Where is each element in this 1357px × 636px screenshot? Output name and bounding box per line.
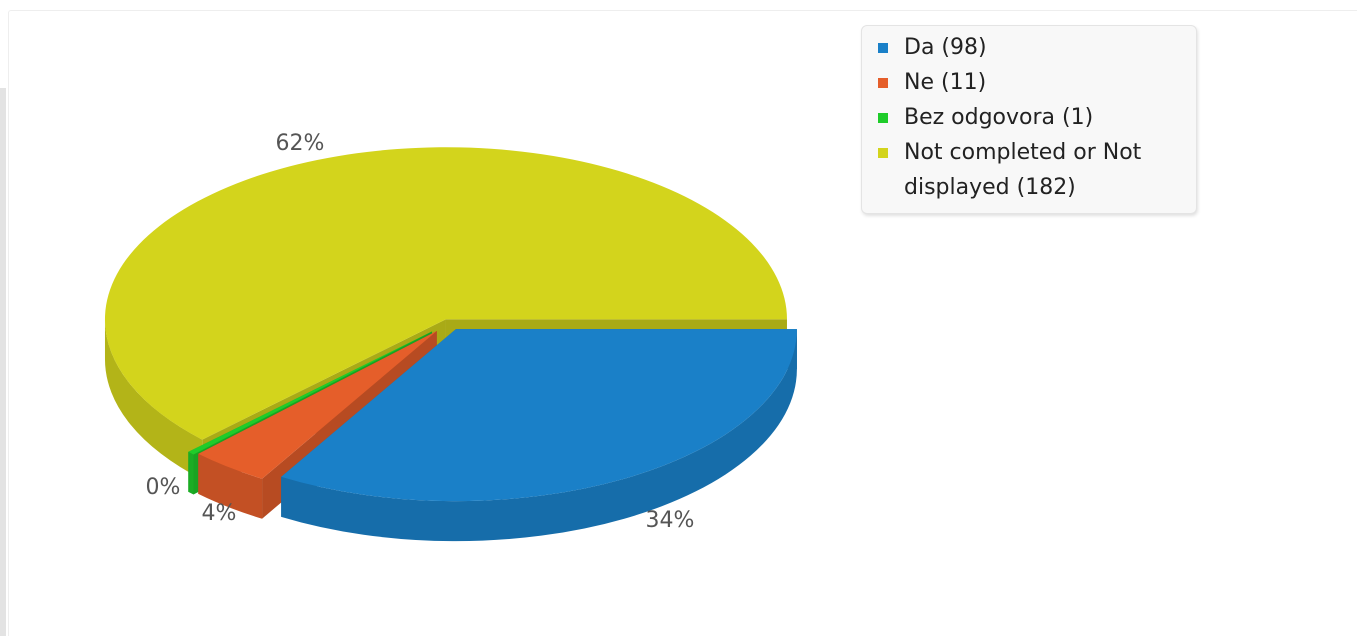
legend-label-da: Da (98) — [904, 35, 987, 60]
pie-slice-side-bez-odgovora — [188, 451, 194, 495]
pie-percent-labels: 34% 4% 0% 62% — [146, 131, 695, 533]
pie-slice-side-ne — [198, 453, 263, 519]
pct-label-da: 34% — [646, 508, 695, 533]
pct-label-not-completed: 62% — [276, 131, 325, 156]
left-border-strip — [0, 88, 6, 636]
legend-item-ne[interactable]: Ne (11) — [876, 65, 1194, 100]
pct-label-ne: 4% — [202, 501, 237, 526]
legend-swatch-not-completed — [878, 148, 888, 158]
pie-slice-side-not-completed — [104, 319, 203, 480]
legend-label-not-completed: Not completed or Not displayed (182) — [904, 140, 1142, 200]
pie-slice-top-not-completed — [104, 147, 787, 440]
legend-item-bez-odgovora[interactable]: Bez odgovora (1) — [876, 100, 1194, 135]
legend-swatch-da — [878, 43, 888, 53]
legend-label-bez-odgovora: Bez odgovora (1) — [904, 105, 1094, 130]
pie-slice-da[interactable] — [281, 329, 797, 542]
legend-swatch-bez-odgovora — [878, 113, 888, 123]
legend-swatch-ne — [878, 78, 888, 88]
chart-legend: Da (98) Ne (11) Bez odgovora (1) Not com… — [861, 25, 1197, 214]
legend-item-da[interactable]: Da (98) — [876, 30, 1194, 65]
legend-item-not-completed[interactable]: Not completed or Not displayed (182) — [876, 135, 1194, 205]
pie-slice-top-da — [281, 329, 797, 502]
pie-slice-top-ne — [198, 330, 437, 479]
legend-label-ne: Ne (11) — [904, 70, 987, 95]
pct-label-bez-odgovora: 0% — [146, 475, 181, 500]
pie-slices — [104, 147, 797, 542]
pie-slice-top-bez-odgovora — [188, 331, 433, 455]
pie-slice-side-da — [281, 329, 797, 542]
